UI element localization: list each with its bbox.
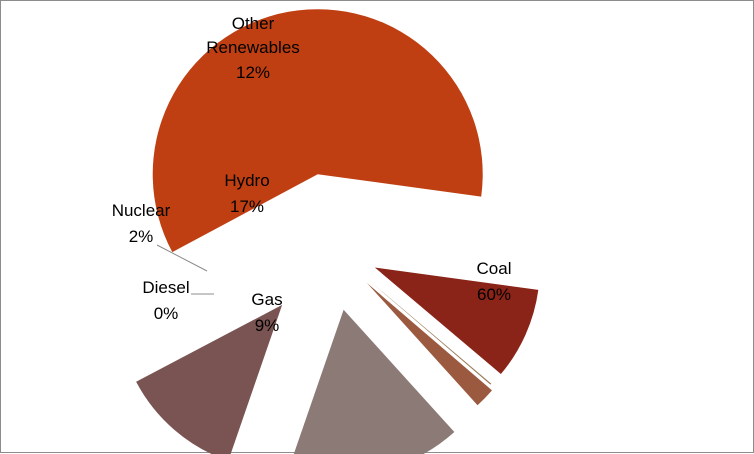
slice-label-other-renewables-line1: Other [232,14,275,33]
leader-line-nuclear [156,244,208,272]
slice-value-diesel: 0% [154,304,179,323]
pie-slice-nuclear [366,282,492,406]
pie-slice-hydro [293,309,455,454]
slice-label-other-renewables-line2: Renewables [206,38,300,57]
slice-value-other-renewables: 12% [236,63,270,82]
pie-slice-coal [152,9,483,253]
slice-label-hydro: Hydro [224,171,269,190]
slice-value-gas: 9% [255,316,280,335]
slice-value-coal: 60% [477,285,511,304]
slice-value-nuclear: 2% [129,227,154,246]
slice-value-hydro: 17% [230,197,264,216]
slice-label-nuclear: Nuclear [112,201,171,220]
slice-label-gas: Gas [251,290,282,309]
pie-slice-diesel [365,277,492,385]
pie-slice-gas [374,267,539,375]
slice-label-coal: Coal [477,259,512,278]
pie-slice-other-renewables [136,304,283,454]
slice-label-diesel: Diesel [142,278,189,297]
